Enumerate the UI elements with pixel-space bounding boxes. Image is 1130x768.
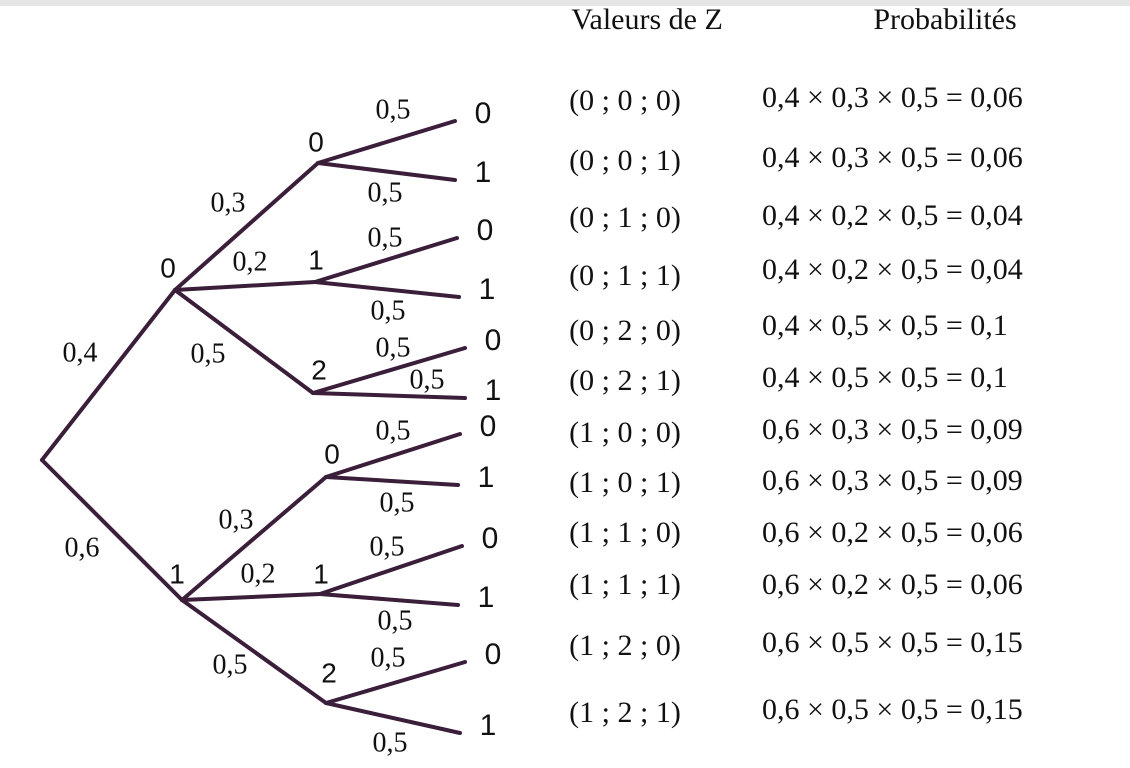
branch	[324, 432, 462, 479]
probability-formula: 0,6 × 0,5 × 0,5 = 0,15	[762, 626, 1023, 659]
branch-probability: 0,5	[368, 177, 403, 208]
branch-probability: 0,5	[376, 415, 411, 446]
branch-probability: 0,3	[211, 187, 246, 218]
outcome: (1 ; 2 ; 0)	[569, 629, 681, 662]
leaf-label: 1	[479, 273, 496, 306]
outcome: (1 ; 2 ; 1)	[569, 696, 681, 729]
outcome: (0 ; 0 ; 1)	[569, 144, 681, 177]
branch	[173, 288, 315, 395]
node-label: 0	[308, 126, 324, 157]
leaf-label: 1	[485, 374, 502, 407]
branch-probability: 0,5	[376, 94, 411, 125]
branch-probability: 0,2	[241, 558, 276, 589]
outcome: (0 ; 0 ; 0)	[569, 84, 681, 117]
outcome: (0 ; 1 ; 0)	[569, 201, 681, 234]
top-bar	[0, 0, 1130, 6]
branch	[173, 280, 317, 292]
leaf-label: 1	[478, 461, 495, 494]
branch	[173, 161, 320, 292]
branch-probability: 0,5	[191, 338, 226, 369]
leaf-label: 0	[480, 410, 497, 443]
branch-probability: 0,5	[410, 364, 445, 395]
branch	[316, 119, 457, 165]
branch	[40, 458, 184, 602]
probability-formula: 0,4 × 0,2 × 0,5 = 0,04	[762, 199, 1023, 232]
leaf-label: 0	[477, 214, 494, 247]
branch-probability: 0,5	[213, 649, 248, 680]
branch	[313, 280, 461, 299]
branch-probability: 0,5	[376, 332, 411, 363]
probability-formula: 0,6 × 0,2 × 0,5 = 0,06	[762, 568, 1023, 601]
leaf-label: 0	[485, 324, 502, 357]
probability-formula: 0,4 × 0,2 × 0,5 = 0,04	[762, 253, 1023, 286]
branch-probability: 0,3	[219, 504, 254, 535]
probability-formula: 0,6 × 0,2 × 0,5 = 0,06	[762, 516, 1023, 549]
leaf-label: 1	[478, 581, 495, 614]
probability-formula: 0,6 × 0,3 × 0,5 = 0,09	[762, 464, 1023, 497]
branch-probability: 0,5	[378, 605, 413, 636]
branch	[313, 236, 459, 284]
header-outcomes: Valeurs de Z	[571, 3, 723, 36]
branch	[311, 346, 467, 395]
branch	[311, 391, 467, 400]
leaf-label: 0	[485, 638, 502, 671]
branch	[180, 592, 322, 602]
branch-probability: 0,4	[63, 337, 98, 368]
branch-probability: 0,5	[371, 642, 406, 673]
branch-probability: 0,5	[380, 487, 415, 518]
leaf-label: 0	[475, 97, 492, 130]
probability-formula: 0,4 × 0,5 × 0,5 = 0,1	[762, 309, 1008, 342]
branch	[316, 161, 457, 182]
outcome: (1 ; 0 ; 1)	[569, 466, 681, 499]
outcome: (0 ; 2 ; 1)	[569, 364, 681, 397]
probability-formula: 0,4 × 0,5 × 0,5 = 0,1	[762, 361, 1008, 394]
branch-probability: 0,5	[371, 295, 406, 326]
branch	[324, 475, 460, 487]
branch	[180, 475, 328, 602]
node-label: 1	[308, 244, 324, 275]
branch-probability: 0,6	[65, 532, 100, 563]
node-label: 2	[321, 657, 337, 688]
node-label: 1	[169, 558, 185, 589]
leaf-label: 1	[475, 156, 492, 189]
node-label: 1	[313, 558, 329, 589]
outcome: (0 ; 2 ; 0)	[569, 314, 681, 347]
leaf-label: 0	[482, 522, 499, 555]
outcome: (0 ; 1 ; 1)	[569, 259, 681, 292]
node-label: 0	[160, 252, 176, 283]
branch-probability: 0,5	[368, 222, 403, 253]
outcome: (1 ; 0 ; 0)	[569, 416, 681, 449]
outcome: (1 ; 1 ; 1)	[569, 568, 681, 601]
branch	[324, 701, 462, 735]
branch	[318, 592, 460, 607]
probability-formula: 0,6 × 0,3 × 0,5 = 0,09	[762, 413, 1023, 446]
branch-probability: 0,2	[233, 246, 268, 277]
probability-formula: 0,4 × 0,3 × 0,5 = 0,06	[762, 81, 1023, 114]
branch-probability: 0,5	[373, 727, 408, 758]
outcome: (1 ; 1 ; 0)	[569, 516, 681, 549]
branch	[318, 544, 464, 596]
node-label: 2	[311, 354, 327, 385]
probability-formula: 0,4 × 0,3 × 0,5 = 0,06	[762, 141, 1023, 174]
branch-probability: 0,5	[370, 531, 405, 562]
node-label: 0	[324, 438, 340, 469]
leaf-label: 1	[480, 709, 497, 742]
probability-formula: 0,6 × 0,5 × 0,5 = 0,15	[762, 693, 1023, 726]
header-probabilities: Probabilités	[873, 3, 1016, 36]
branch	[324, 660, 467, 705]
branch	[180, 598, 328, 705]
branch	[40, 288, 177, 462]
